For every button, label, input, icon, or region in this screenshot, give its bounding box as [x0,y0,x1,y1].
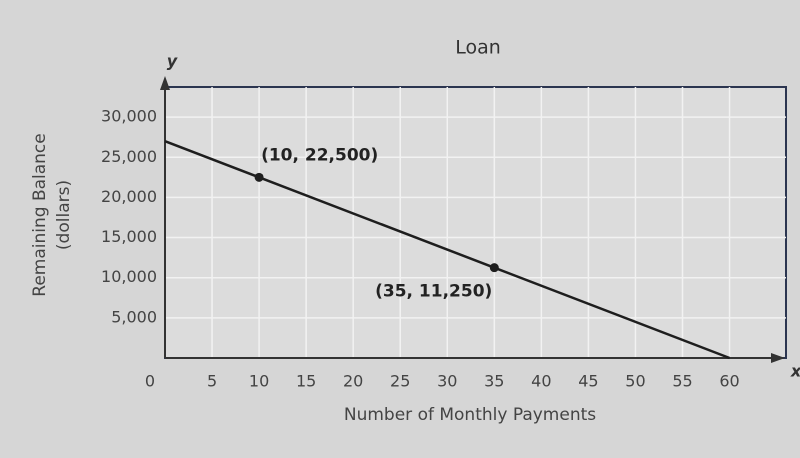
y-tick-label: 10,000 [101,267,157,286]
x-tick-label: 5 [207,372,217,391]
x-tick-label: 20 [343,372,363,391]
y-axis-title: Remaining Balance [30,133,50,296]
x-tick-label: 45 [578,372,598,391]
line [164,140,730,360]
point [254,172,264,182]
x-tick-label: 0 [145,372,155,391]
x-tick-label: 15 [296,372,316,391]
x-tick-label: 40 [531,372,551,391]
x-tick-label: 50 [625,372,645,391]
y-tick-label: 30,000 [101,107,157,126]
y-axis-arrow [160,76,170,90]
point [489,263,499,273]
x-axis-arrow [771,353,785,363]
annotation: (10, 22,500) [261,145,378,165]
x-tick-label: 55 [672,372,692,391]
y-tick-label: 15,000 [101,227,157,246]
chart-title: Loan [455,37,501,59]
annotation: (35, 11,250) [375,282,492,302]
x-tick-label: 30 [437,372,457,391]
x-axis-title: Number of Monthly Payments [344,405,596,425]
y-axis-letter: y [167,52,178,71]
x-tick-label: 60 [719,372,739,391]
x-tick-label: 25 [390,372,410,391]
y-axis-title: (dollars) [54,180,74,250]
x-tick-label: 10 [249,372,269,391]
y-tick-label: 5,000 [111,307,157,326]
x-tick-label: 35 [484,372,504,391]
y-tick-label: 20,000 [101,187,157,206]
y-tick-label: 25,000 [101,147,157,166]
x-axis-letter: x [790,362,800,381]
